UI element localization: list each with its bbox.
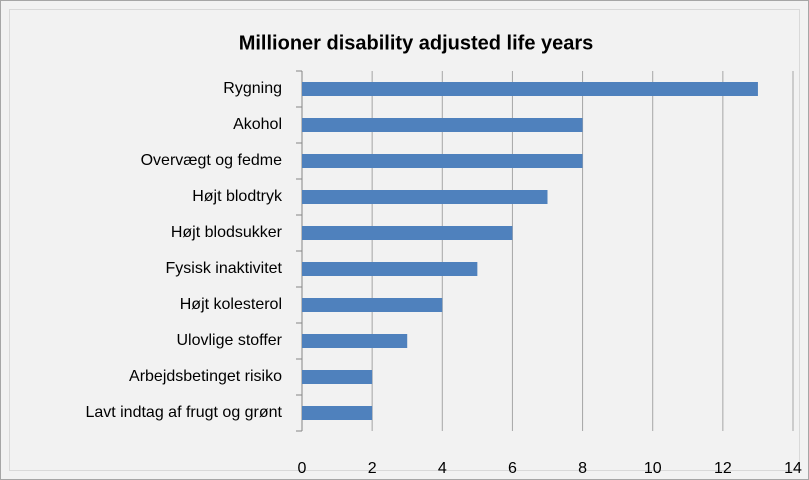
bar	[302, 298, 443, 312]
x-tick-label: 6	[508, 460, 517, 477]
y-tick-label: Ulovlige stoffer	[176, 332, 282, 349]
x-tick-label: 2	[368, 460, 377, 477]
bar	[302, 154, 583, 168]
y-tick-label: Lavt indtag af frugt og grønt	[85, 404, 282, 421]
y-tick-label: Overvægt og fedme	[141, 152, 283, 169]
bar	[302, 226, 513, 240]
bar	[302, 262, 478, 276]
y-tick-label: Højt blodsukker	[171, 224, 283, 241]
bar	[302, 334, 408, 348]
y-tick-label: Fysisk inaktivitet	[166, 260, 283, 277]
y-tick-label: Rygning	[223, 80, 282, 97]
x-tick-label: 14	[784, 460, 802, 477]
bar	[302, 118, 583, 132]
y-tick-label: Højt kolesterol	[180, 296, 282, 313]
y-tick-label: Akohol	[233, 116, 282, 133]
x-tick-label: 10	[644, 460, 662, 477]
bar	[302, 406, 373, 420]
bar	[302, 190, 548, 204]
x-tick-label: 4	[438, 460, 447, 477]
x-tick-label: 12	[714, 460, 732, 477]
chart-title: Millioner disability adjusted life years	[239, 32, 594, 54]
bar	[302, 82, 758, 96]
y-tick-label: Højt blodtryk	[192, 188, 283, 205]
y-tick-label: Arbejdsbetinget risiko	[129, 368, 282, 385]
x-tick-label: 0	[298, 460, 307, 477]
x-tick-label: 8	[578, 460, 587, 477]
bar	[302, 370, 373, 384]
